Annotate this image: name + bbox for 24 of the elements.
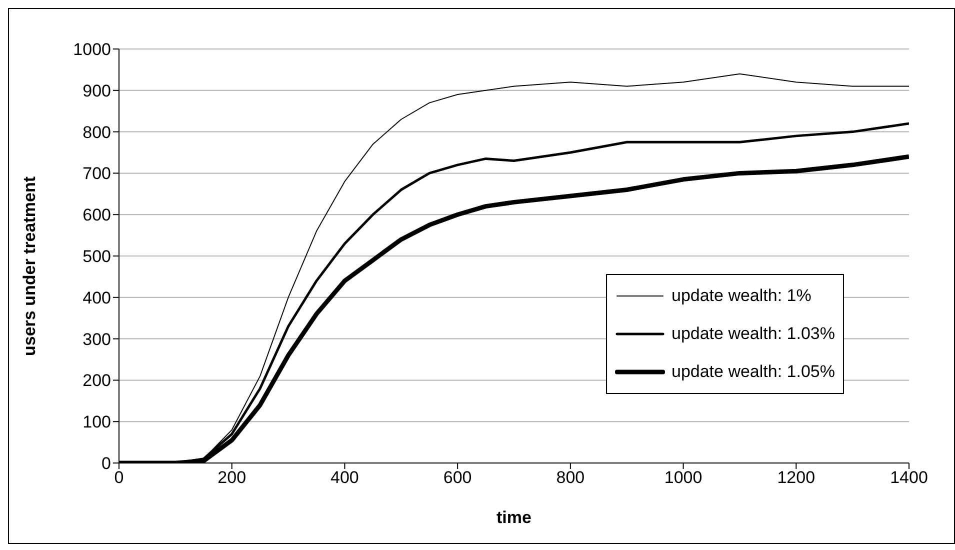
x-tick-label: 0 bbox=[114, 468, 124, 488]
legend-label: update wealth: 1% bbox=[671, 286, 812, 306]
y-tick-label: 800 bbox=[82, 122, 111, 142]
y-tick-label: 700 bbox=[82, 164, 111, 184]
y-tick-label: 300 bbox=[82, 330, 111, 349]
y-tick-label: 900 bbox=[82, 81, 111, 100]
y-tick-label: 400 bbox=[82, 288, 111, 308]
x-tick-label: 800 bbox=[556, 468, 585, 488]
x-tick-label: 400 bbox=[330, 468, 359, 488]
y-axis-title: users under treatment bbox=[20, 176, 40, 356]
y-tick-label: 200 bbox=[82, 371, 111, 390]
y-tick-label: 0 bbox=[102, 454, 111, 474]
x-axis-title: time bbox=[496, 508, 532, 527]
x-tick-label: 1200 bbox=[777, 468, 816, 488]
y-tick-label: 1000 bbox=[73, 40, 111, 60]
x-tick-label: 600 bbox=[443, 468, 472, 488]
x-tick-label: 1400 bbox=[890, 468, 928, 488]
y-tick-label: 500 bbox=[82, 247, 111, 266]
legend-label: update wealth: 1.05% bbox=[671, 362, 835, 382]
x-tick-label: 200 bbox=[218, 468, 246, 488]
legend-label: update wealth: 1.03% bbox=[671, 324, 835, 344]
y-tick-label: 100 bbox=[82, 412, 111, 432]
y-tick-label: 600 bbox=[82, 206, 111, 225]
x-tick-label: 1000 bbox=[664, 468, 702, 488]
